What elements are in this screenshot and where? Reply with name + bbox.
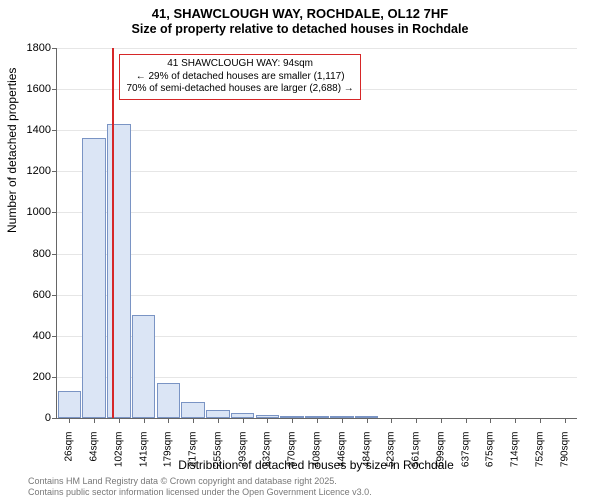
- ytick-label: 400: [33, 330, 51, 342]
- histogram-bar: [181, 402, 205, 418]
- ytick-mark: [52, 89, 57, 90]
- xtick-mark: [466, 418, 467, 423]
- xtick-mark: [367, 418, 368, 423]
- xtick-mark: [515, 418, 516, 423]
- footer-line-1: Contains HM Land Registry data © Crown c…: [28, 476, 372, 487]
- annotation-line-1: 41 SHAWCLOUGH WAY: 94sqm: [126, 58, 353, 71]
- gridline: [57, 295, 577, 296]
- ytick-label: 1400: [27, 124, 51, 136]
- xtick-mark: [69, 418, 70, 423]
- gridline: [57, 130, 577, 131]
- ytick-mark: [52, 418, 57, 419]
- histogram-bar: [206, 410, 230, 418]
- ytick-mark: [52, 336, 57, 337]
- xtick-mark: [391, 418, 392, 423]
- ytick-label: 800: [33, 248, 51, 260]
- ytick-label: 1000: [27, 206, 51, 218]
- x-axis-title: Distribution of detached houses by size …: [56, 458, 576, 472]
- xtick-mark: [168, 418, 169, 423]
- xtick-mark: [416, 418, 417, 423]
- ytick-mark: [52, 130, 57, 131]
- annotation-line-2: ← 29% of detached houses are smaller (1,…: [126, 71, 353, 84]
- ytick-mark: [52, 171, 57, 172]
- xtick-mark: [342, 418, 343, 423]
- xtick-mark: [267, 418, 268, 423]
- xtick-mark: [218, 418, 219, 423]
- plot-area: 02004006008001000120014001600180026sqm64…: [56, 48, 577, 419]
- xtick-label: 64sqm: [89, 432, 100, 462]
- ytick-mark: [52, 254, 57, 255]
- xtick-mark: [490, 418, 491, 423]
- histogram-bar: [157, 383, 181, 418]
- xtick-mark: [144, 418, 145, 423]
- gridline: [57, 254, 577, 255]
- ytick-label: 1600: [27, 83, 51, 95]
- gridline: [57, 48, 577, 49]
- ytick-label: 1800: [27, 42, 51, 54]
- ytick-label: 200: [33, 371, 51, 383]
- ytick-label: 600: [33, 289, 51, 301]
- gridline: [57, 171, 577, 172]
- title-line-1: 41, SHAWCLOUGH WAY, ROCHDALE, OL12 7HF: [0, 6, 600, 21]
- histogram-bar: [132, 315, 156, 418]
- xtick-mark: [119, 418, 120, 423]
- xtick-mark: [565, 418, 566, 423]
- y-axis-title: Number of detached properties: [5, 68, 19, 233]
- reference-line: [112, 48, 114, 418]
- ytick-mark: [52, 377, 57, 378]
- xtick-mark: [243, 418, 244, 423]
- footer-attribution: Contains HM Land Registry data © Crown c…: [28, 476, 372, 499]
- ytick-mark: [52, 212, 57, 213]
- xtick-mark: [317, 418, 318, 423]
- ytick-label: 1200: [27, 165, 51, 177]
- histogram-bar: [82, 138, 106, 418]
- xtick-label: 26sqm: [64, 432, 75, 462]
- xtick-mark: [292, 418, 293, 423]
- histogram-bar: [107, 124, 131, 418]
- annotation-line-3: 70% of semi-detached houses are larger (…: [126, 83, 353, 96]
- xtick-mark: [94, 418, 95, 423]
- xtick-mark: [441, 418, 442, 423]
- gridline: [57, 212, 577, 213]
- chart-container: 41, SHAWCLOUGH WAY, ROCHDALE, OL12 7HF S…: [0, 0, 600, 500]
- annotation-box: 41 SHAWCLOUGH WAY: 94sqm ← 29% of detach…: [119, 54, 360, 100]
- histogram-bar: [58, 391, 82, 418]
- ytick-label: 0: [45, 412, 51, 424]
- title-line-2: Size of property relative to detached ho…: [0, 22, 600, 36]
- title-block: 41, SHAWCLOUGH WAY, ROCHDALE, OL12 7HF S…: [0, 0, 600, 36]
- xtick-mark: [193, 418, 194, 423]
- ytick-mark: [52, 295, 57, 296]
- ytick-mark: [52, 48, 57, 49]
- footer-line-2: Contains public sector information licen…: [28, 487, 372, 498]
- xtick-mark: [540, 418, 541, 423]
